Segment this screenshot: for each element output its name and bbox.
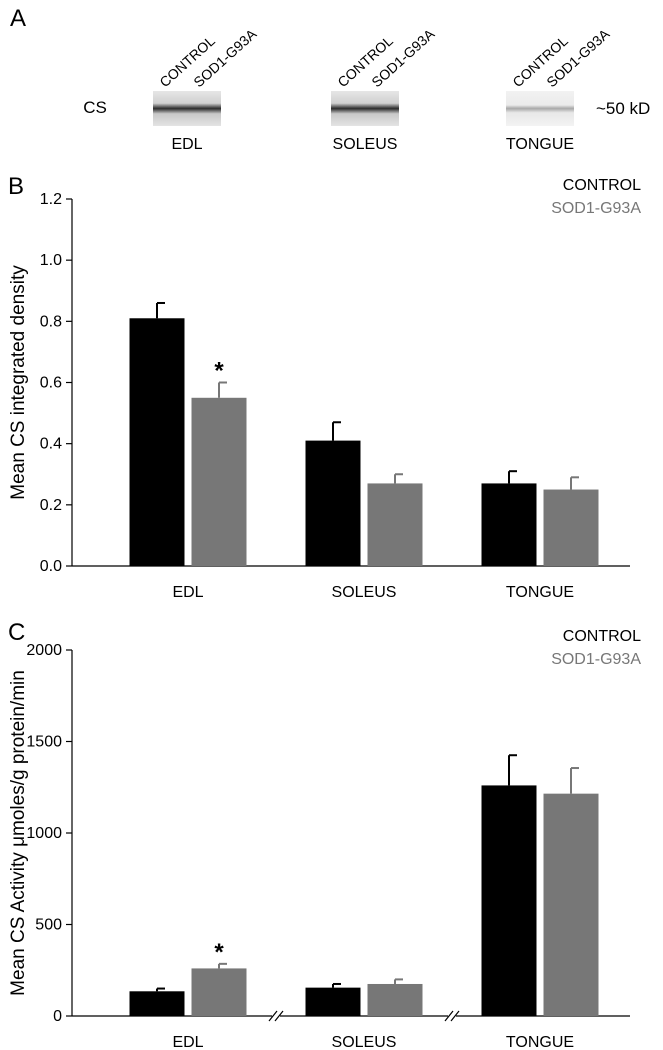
x-tick-label: TONGUE (506, 1034, 574, 1050)
x-tick-label: SOLEUS (332, 584, 397, 601)
bar (191, 968, 247, 1016)
bar (481, 483, 537, 566)
y-tick-label: 0.4 (40, 436, 62, 453)
blot-image (506, 91, 574, 126)
x-tick-label: EDL (172, 1034, 203, 1050)
significance-marker: * (214, 358, 224, 385)
panel-label: A (10, 5, 26, 32)
bar (543, 489, 599, 566)
y-tick-label: 1000 (26, 825, 62, 842)
y-tick-label: 1.0 (40, 252, 62, 269)
blots: EDLCONTROLSOD1-G93ASOLEUSCONTROLSOD1-G93… (153, 25, 613, 153)
y-tick-label: 0.6 (40, 375, 62, 392)
blot-image (153, 91, 221, 126)
bar (129, 991, 185, 1016)
y-tick-label: 1500 (26, 734, 62, 751)
x-tick-label: SOLEUS (332, 1034, 397, 1050)
size-label: ~50 kD (596, 99, 650, 118)
row-label: CS (83, 98, 107, 117)
axis-break-gap (272, 1013, 280, 1019)
y-tick-label: 2000 (26, 642, 62, 659)
axis-break (444, 1010, 454, 1022)
y-tick-label: 0.8 (40, 313, 62, 330)
axis-break (274, 1010, 284, 1022)
x-tick-label: EDL (172, 584, 203, 601)
legend-entry: CONTROL (563, 628, 641, 645)
legend-entry: SOD1-G93A (551, 200, 641, 217)
y-tick-label: 1.2 (40, 191, 62, 208)
panel-label: B (8, 173, 24, 200)
axis-break (450, 1010, 460, 1022)
bar (129, 318, 185, 566)
y-tick-label: 500 (35, 917, 62, 934)
legend-entry: SOD1-G93A (551, 651, 641, 668)
bar (305, 440, 361, 566)
bar (367, 483, 423, 566)
y-tick-label: 0.0 (40, 558, 62, 575)
axis-break-gap (448, 1013, 456, 1019)
charts: B Mean CS integrated density 0.0 0.2 0.4 0.6 0… (8, 173, 641, 1050)
y-tick-label: 0.2 (40, 497, 62, 514)
legend-entry: CONTROL (563, 177, 641, 194)
y-axis-label: Mean CS Activity μmoles/g protein/min (8, 670, 29, 996)
tissue-label: SOLEUS (333, 136, 398, 153)
blot-image (331, 91, 399, 126)
significance-marker: * (214, 939, 224, 966)
bar (191, 397, 247, 566)
tissue-label: EDL (171, 136, 202, 153)
bar (367, 983, 423, 1016)
panel-label: C (8, 619, 25, 646)
bar (305, 987, 361, 1016)
axis-break (268, 1010, 278, 1022)
y-tick-label: 0 (53, 1008, 62, 1025)
bar (543, 793, 599, 1016)
y-axis-label: Mean CS integrated density (8, 265, 29, 500)
tissue-label: TONGUE (506, 136, 574, 153)
bar (481, 785, 537, 1016)
x-tick-label: TONGUE (506, 584, 574, 601)
